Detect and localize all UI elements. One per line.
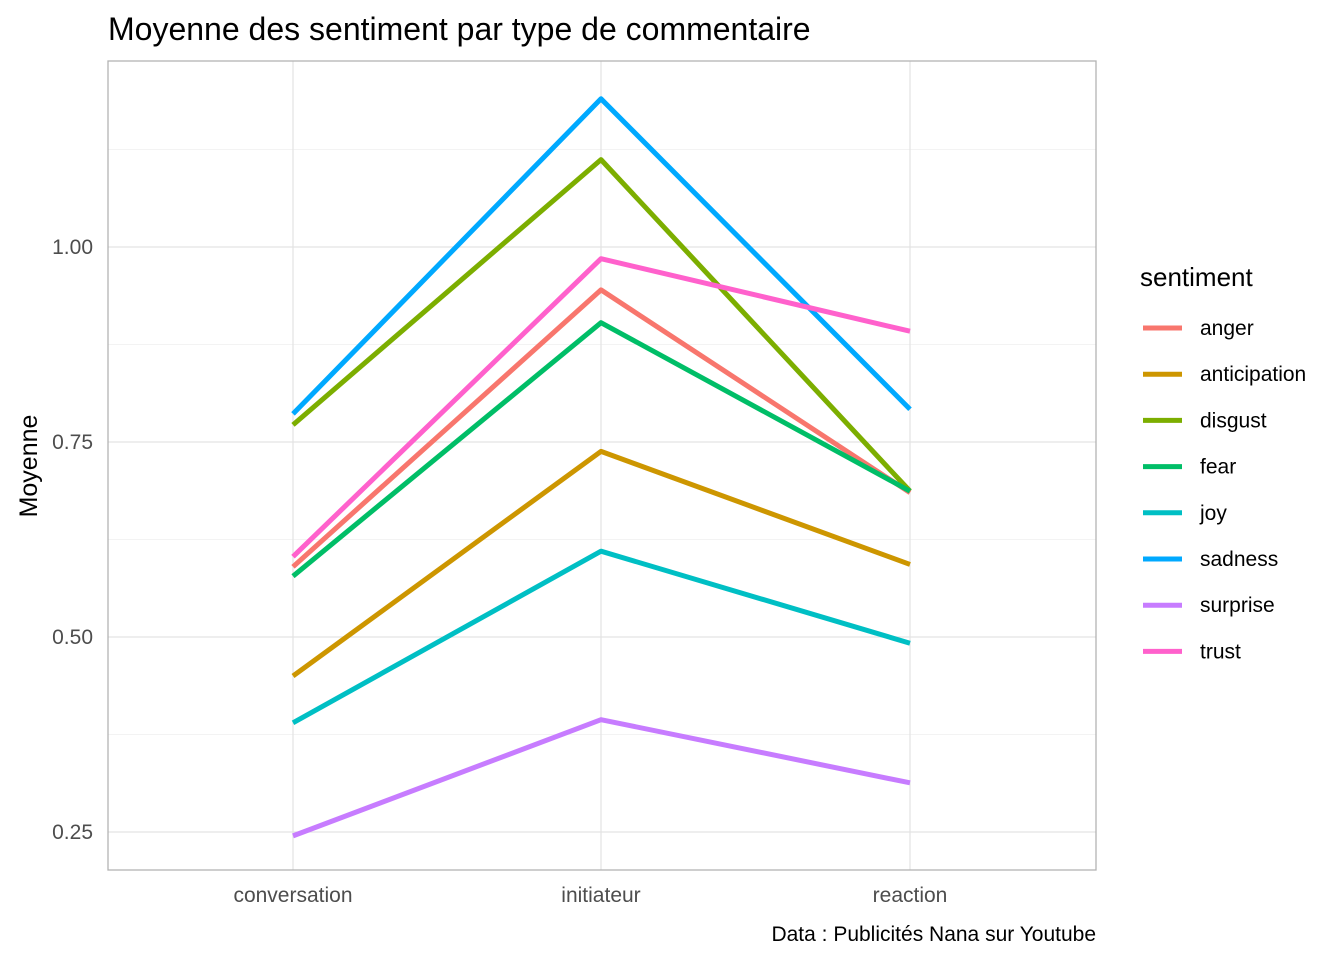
y-axis-ticks: 0.25 0.50 0.75 1.00 (52, 236, 93, 844)
legend-label-anger: anger (1200, 317, 1254, 340)
legend-label-surprise: surprise (1200, 594, 1275, 617)
legend-label-disgust: disgust (1200, 409, 1267, 432)
series-line-disgust (291, 157, 912, 493)
series-line-fear (291, 320, 912, 579)
chart-title: Moyenne des sentiment par type de commen… (108, 11, 811, 47)
y-tick-label: 0.25 (52, 821, 93, 844)
x-tick-label: conversation (233, 884, 352, 907)
x-tick-label: initiateur (561, 884, 640, 907)
legend-label-anticipation: anticipation (1200, 363, 1306, 386)
series-line-joy (291, 548, 911, 725)
series-line-trust (291, 256, 911, 559)
legend-title: sentiment (1140, 262, 1253, 292)
legend-label-trust: trust (1200, 640, 1241, 663)
series-line-anger (291, 287, 912, 569)
y-tick-label: 0.75 (52, 431, 93, 454)
legend-label-sadness: sadness (1200, 548, 1278, 571)
grid (108, 61, 1096, 870)
x-axis-ticks: conversation initiateur reaction (233, 884, 947, 907)
series-line-anticipation (291, 448, 911, 679)
series-lines (291, 96, 912, 839)
panel-border (107, 60, 1097, 871)
x-tick-label: reaction (873, 884, 948, 907)
y-tick-label: 0.50 (52, 626, 93, 649)
legend-label-fear: fear (1200, 456, 1236, 479)
caption: Data : Publicités Nana sur Youtube (771, 923, 1096, 946)
series-line-surprise (292, 717, 911, 839)
y-axis-label: Moyenne (15, 415, 43, 518)
y-tick-label: 1.00 (52, 236, 93, 259)
legend: sentiment anger anticipation disgust fear jo… (1140, 262, 1306, 663)
legend-label-joy: joy (1199, 502, 1227, 525)
